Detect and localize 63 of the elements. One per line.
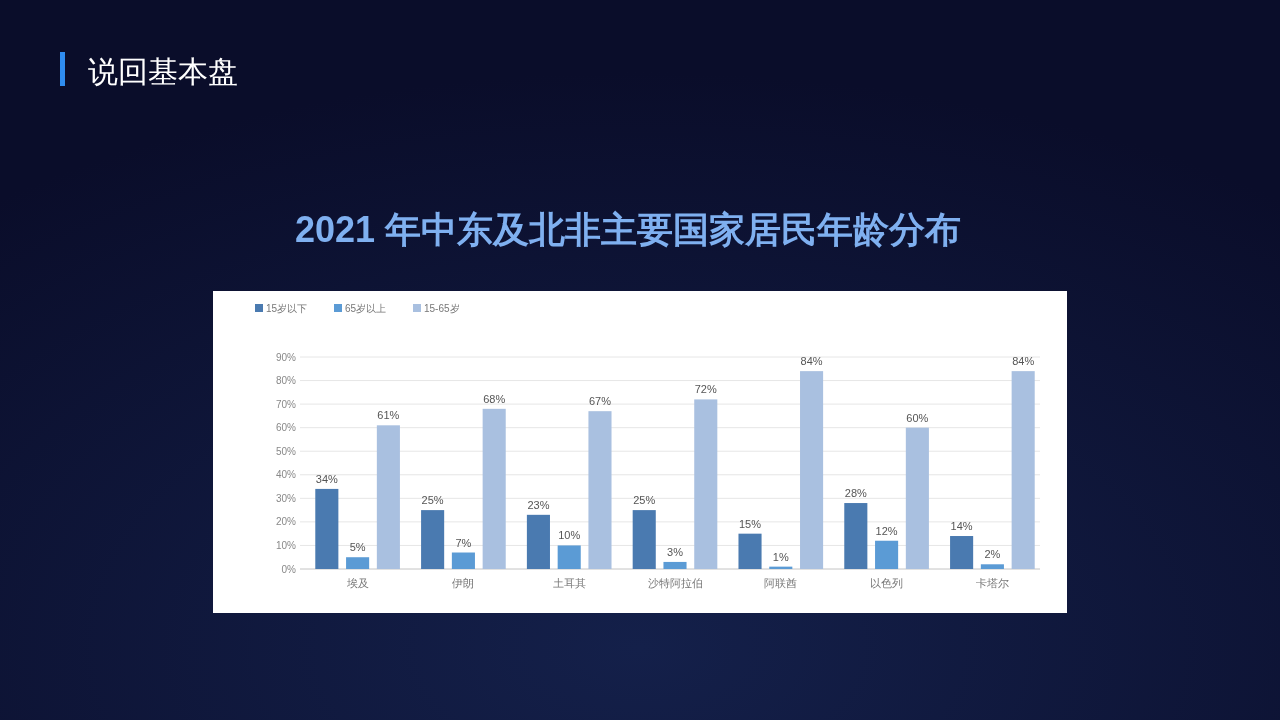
x-tick-label: 卡塔尔 (975, 577, 1009, 589)
bar (1011, 371, 1035, 569)
bar (588, 411, 612, 569)
data-label: 72% (694, 383, 717, 396)
y-tick-label: 90% (275, 351, 297, 363)
y-tick-label: 20% (275, 516, 297, 528)
x-tick-label: 以色列 (870, 577, 904, 589)
data-label: 15% (739, 517, 762, 530)
data-label: 34% (315, 472, 339, 485)
bar (844, 503, 868, 569)
y-tick-label: 80% (275, 375, 297, 387)
data-label: 23% (527, 498, 550, 511)
data-label: 25% (421, 494, 444, 507)
bar (451, 552, 475, 569)
bar (376, 425, 400, 569)
y-tick-label: 50% (275, 445, 297, 457)
legend-label: 15-65岁 (424, 303, 460, 314)
x-tick-label: 伊朗 (452, 577, 475, 589)
bar (421, 510, 445, 569)
x-tick-label: 埃及 (345, 577, 369, 589)
data-label: 68% (483, 392, 506, 405)
x-tick-label: 沙特阿拉伯 (647, 577, 703, 589)
x-tick-label: 土耳其 (552, 577, 586, 589)
bar (980, 564, 1004, 569)
data-label: 10% (558, 529, 581, 542)
y-tick-label: 30% (275, 492, 297, 504)
data-label: 12% (875, 524, 898, 537)
bar (557, 545, 581, 569)
bar (905, 427, 929, 569)
y-tick-label: 60% (275, 422, 297, 434)
bar (738, 533, 762, 569)
data-label: 5% (349, 541, 366, 554)
y-tick-label: 10% (275, 539, 297, 551)
bar (526, 514, 550, 569)
legend-label: 65岁以上 (345, 303, 387, 314)
bar (800, 371, 824, 569)
data-label: 3% (667, 545, 684, 558)
bar (875, 540, 899, 569)
text: 说回基本盘 (88, 55, 238, 88)
bar (632, 510, 656, 569)
bar (315, 488, 339, 569)
data-label: 61% (377, 409, 400, 422)
data-label: 84% (1012, 355, 1035, 368)
chart-title: 2021 年中东及北非主要国家居民年龄分布 (294, 209, 962, 250)
bar (950, 536, 974, 569)
data-label: 1% (772, 550, 789, 563)
data-label: 25% (633, 494, 656, 507)
bar (663, 561, 687, 569)
bar (694, 399, 718, 569)
y-tick-label: 40% (275, 469, 297, 481)
x-tick-label: 阿联酋 (764, 577, 798, 589)
legend-label: 15岁以下 (266, 303, 308, 314)
bar (346, 557, 370, 569)
data-label: 67% (588, 395, 612, 408)
y-tick-label: 0% (281, 563, 297, 575)
y-tick-label: 70% (275, 398, 297, 410)
data-label: 28% (844, 487, 868, 500)
data-label: 84% (800, 355, 823, 368)
bar (482, 408, 506, 569)
data-label: 14% (950, 520, 973, 533)
data-label: 60% (906, 411, 929, 424)
data-label: 7% (455, 536, 472, 549)
data-label: 2% (984, 548, 1001, 561)
